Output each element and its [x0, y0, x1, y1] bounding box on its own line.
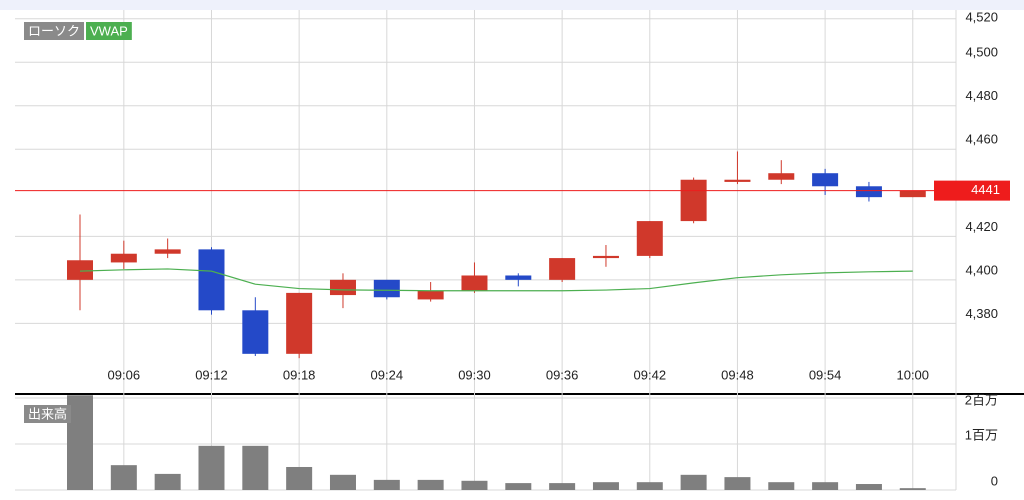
candle-body [505, 275, 532, 280]
volume-bar [154, 473, 181, 490]
volume-bar [680, 474, 707, 490]
candle-body [329, 279, 356, 296]
x-tick-label: 09:30 [458, 367, 491, 382]
volume-bar [724, 477, 751, 490]
candle-body [549, 258, 576, 280]
legend-label: VWAP [90, 23, 128, 38]
candle-body [855, 186, 882, 198]
y-tick-label: 4,420 [965, 219, 998, 234]
last-price-box [934, 180, 1010, 201]
y-tick-label: 4,460 [965, 132, 998, 147]
candle-body [812, 173, 839, 187]
volume-bar [67, 395, 93, 490]
y-tick-label: 4,480 [965, 88, 998, 103]
candle-body [67, 260, 93, 280]
top-strip [0, 0, 1024, 10]
x-tick-label: 09:48 [721, 367, 754, 382]
volume-bar [899, 488, 926, 490]
x-tick-label: 09:24 [371, 367, 404, 382]
candle-body [286, 292, 313, 354]
last-price-label: 4441 [971, 182, 1000, 197]
volume-bar [636, 482, 663, 490]
legend-badge [24, 405, 72, 423]
volume-bar [768, 482, 795, 490]
legend-label: 出来高 [28, 406, 67, 421]
candle-body [198, 249, 225, 311]
candle-body [110, 253, 137, 263]
x-tick-label: 09:36 [546, 367, 579, 382]
volume-bar [286, 466, 313, 490]
candle-body [417, 290, 444, 300]
x-tick-label: 09:42 [634, 367, 667, 382]
candle-body [461, 275, 488, 291]
volume-bar [329, 474, 356, 490]
y-tick-label: 4,400 [965, 262, 998, 277]
candle-body [768, 173, 795, 180]
y-tick-label: 4,500 [965, 45, 998, 60]
volume-bar [592, 482, 619, 490]
candle-body [373, 279, 400, 298]
candle-body [242, 310, 269, 354]
volume-bar [110, 465, 137, 490]
y-tick-label: 0 [991, 473, 998, 488]
volume-bar [855, 484, 882, 490]
volume-bar [505, 483, 532, 490]
candle-body [592, 255, 619, 259]
x-tick-label: 09:06 [108, 367, 141, 382]
candle-body [899, 190, 926, 198]
volume-bar [812, 482, 839, 490]
x-tick-label: 09:12 [195, 367, 228, 382]
volume-bar [242, 445, 269, 490]
x-tick-label: 09:54 [809, 367, 842, 382]
y-tick-label: 4,380 [965, 306, 998, 321]
y-tick-label: 1百万 [965, 427, 998, 442]
x-tick-label: 09:18 [283, 367, 316, 382]
volume-bar [198, 445, 225, 490]
candle-body [724, 179, 751, 182]
volume-bar [373, 479, 400, 490]
volume-bar [417, 479, 444, 490]
legend-badge [24, 22, 85, 40]
legend-label: ローソク [28, 23, 80, 38]
candle-body [636, 221, 663, 256]
volume-bar [549, 483, 576, 490]
vwap-line [79, 268, 913, 292]
y-tick-label: 4,520 [965, 9, 998, 24]
legend-badge [86, 22, 132, 40]
y-tick-label: 2百万 [965, 392, 998, 407]
volume-bar [461, 480, 488, 490]
candle-body [154, 249, 181, 254]
candle-body [680, 179, 707, 222]
x-tick-label: 10:00 [896, 367, 929, 382]
